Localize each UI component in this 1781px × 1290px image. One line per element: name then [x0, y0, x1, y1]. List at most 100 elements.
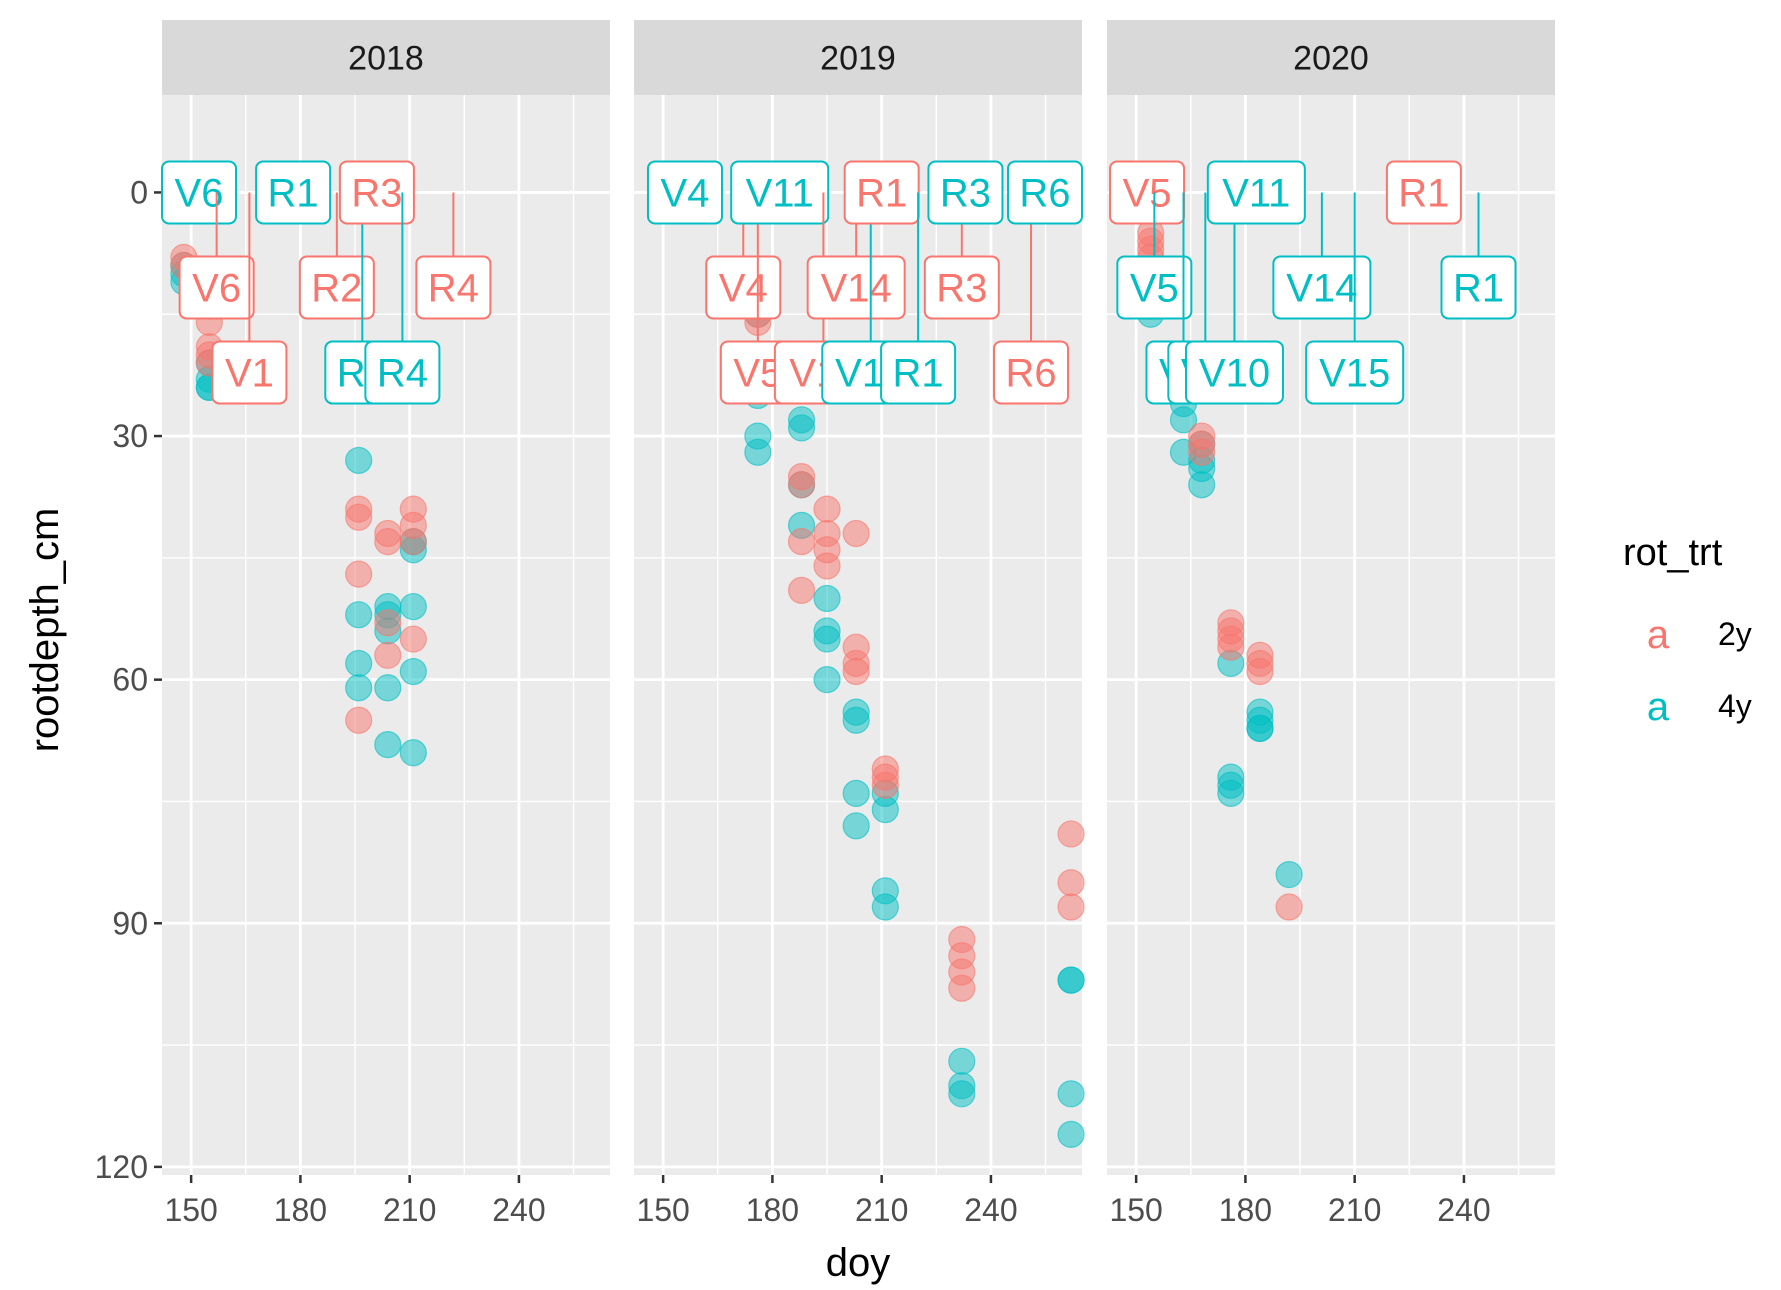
stage-label-2y: R2 [298, 255, 375, 320]
stage-label-text: R1 [893, 351, 944, 395]
data-point-4y [374, 731, 402, 759]
stage-label-box [1272, 255, 1372, 320]
data-point-4y [1057, 1080, 1085, 1108]
stage-label-text: R1 [268, 171, 319, 215]
data-point-4y [948, 1080, 976, 1108]
data-point-2y [842, 657, 870, 686]
stage-label-4y: V4 [646, 160, 723, 225]
points-layer [1137, 219, 1303, 921]
stage-label-box [211, 340, 288, 405]
stage-label-text: V6 [175, 171, 224, 215]
stage-label-4y: V14 [1272, 255, 1372, 320]
stage-label-box [806, 255, 906, 320]
stage-label-text: V15 [1319, 351, 1390, 395]
x-tick-label: 180 [746, 1192, 799, 1228]
data-point-4y [1057, 1120, 1085, 1148]
stage-label-4y: R3 [927, 160, 1004, 225]
data-point-2y [1188, 438, 1216, 466]
data-point-2y [787, 576, 816, 604]
data-point-2y [948, 974, 976, 1002]
stage-label-4y: V6 [161, 160, 237, 225]
stage-label-box [298, 255, 375, 320]
stage-label-text: V6 [192, 266, 241, 310]
x-tick-label: 240 [964, 1192, 1017, 1228]
legend-label-2y: 2y [1718, 616, 1752, 652]
stage-label-text: R1 [1453, 266, 1504, 310]
stage-label-box [1305, 340, 1405, 405]
data-point-2y [813, 552, 841, 580]
stage-label-2y: R6 [993, 340, 1070, 405]
stage-label-text: R3 [940, 171, 991, 215]
data-point-2y [813, 495, 841, 523]
stage-label-box [927, 160, 1004, 225]
stage-label-4y: R4 [364, 340, 441, 405]
data-point-4y [871, 893, 899, 921]
stage-label-2y: R3 [923, 255, 1000, 320]
y-tick-label: 120 [95, 1149, 148, 1185]
x-tick-label: 180 [274, 1192, 327, 1228]
stage-label-4y: V15 [1305, 340, 1405, 405]
stage-label-2y: V5 [1109, 160, 1186, 225]
stage-label-box [646, 160, 723, 225]
data-point-2y [345, 503, 373, 531]
stage-label-text: V11 [1222, 171, 1290, 215]
data-point-2y [1275, 893, 1303, 921]
data-point-2y [374, 641, 402, 669]
stage-label-text: V5 [1123, 171, 1172, 215]
facet-strip-label: 2020 [1293, 40, 1369, 78]
points-layer [744, 300, 1085, 1148]
stage-label-4y: V5 [1116, 255, 1193, 320]
stage-label-text: R1 [856, 171, 907, 215]
stage-label-box [364, 340, 441, 405]
stage-label-text: R1 [1398, 171, 1449, 215]
stage-label-4y: V10 [1184, 340, 1284, 405]
stage-label-box [705, 255, 782, 320]
data-point-2y [1246, 657, 1274, 686]
facet-panel-2019: 2019150180210240V4V4V5V11V11V14V14R1R1R3… [634, 20, 1085, 1228]
stage-label-text: R4 [428, 266, 479, 310]
stage-label-2y: V14 [806, 255, 906, 320]
data-point-4y [842, 706, 870, 734]
stage-label-2y: V4 [705, 255, 782, 320]
stage-label-box [880, 340, 957, 405]
data-point-2y [345, 560, 373, 588]
stage-label-2y: R1 [1385, 160, 1462, 225]
data-point-2y [1217, 633, 1245, 661]
facet-strip [1107, 20, 1555, 95]
stage-label-4y: R6 [1007, 160, 1083, 225]
data-point-4y [345, 649, 373, 678]
data-point-2y [399, 528, 427, 556]
data-point-2y [842, 519, 870, 548]
data-point-4y [345, 601, 373, 629]
data-point-2y [374, 528, 402, 556]
facet-panel-2020: 2020150180210240V5V5V7V8V10V11V14V15R1R1 [1107, 20, 1555, 1228]
data-point-2y [787, 471, 816, 499]
stage-label-box [1184, 340, 1284, 405]
x-tick-label: 180 [1219, 1192, 1272, 1228]
data-point-4y [399, 592, 427, 621]
stage-label-box [1007, 160, 1083, 225]
stage-label-2y: R4 [415, 255, 492, 320]
legend: rot_trt a 2y a 4y [1623, 532, 1752, 729]
x-tick-label: 240 [1437, 1192, 1490, 1228]
y-tick-label: 30 [112, 418, 148, 454]
data-point-2y [345, 706, 373, 734]
data-point-4y [813, 666, 841, 694]
x-tick-label: 150 [164, 1192, 217, 1228]
stage-label-box [178, 255, 255, 320]
stage-label-box [1206, 160, 1306, 225]
y-tick-label: 0 [130, 174, 148, 210]
stage-label-box [338, 160, 415, 225]
stage-label-box [1440, 255, 1517, 320]
stage-label-4y: V11 [730, 160, 830, 225]
data-point-2y [787, 528, 816, 556]
legend-label-4y: 4y [1718, 688, 1752, 724]
data-point-4y [842, 779, 870, 807]
data-point-4y [345, 674, 373, 702]
stage-label-4y: R1 [880, 340, 957, 405]
stage-label-box [1385, 160, 1462, 225]
stage-label-text: R6 [1019, 171, 1070, 215]
